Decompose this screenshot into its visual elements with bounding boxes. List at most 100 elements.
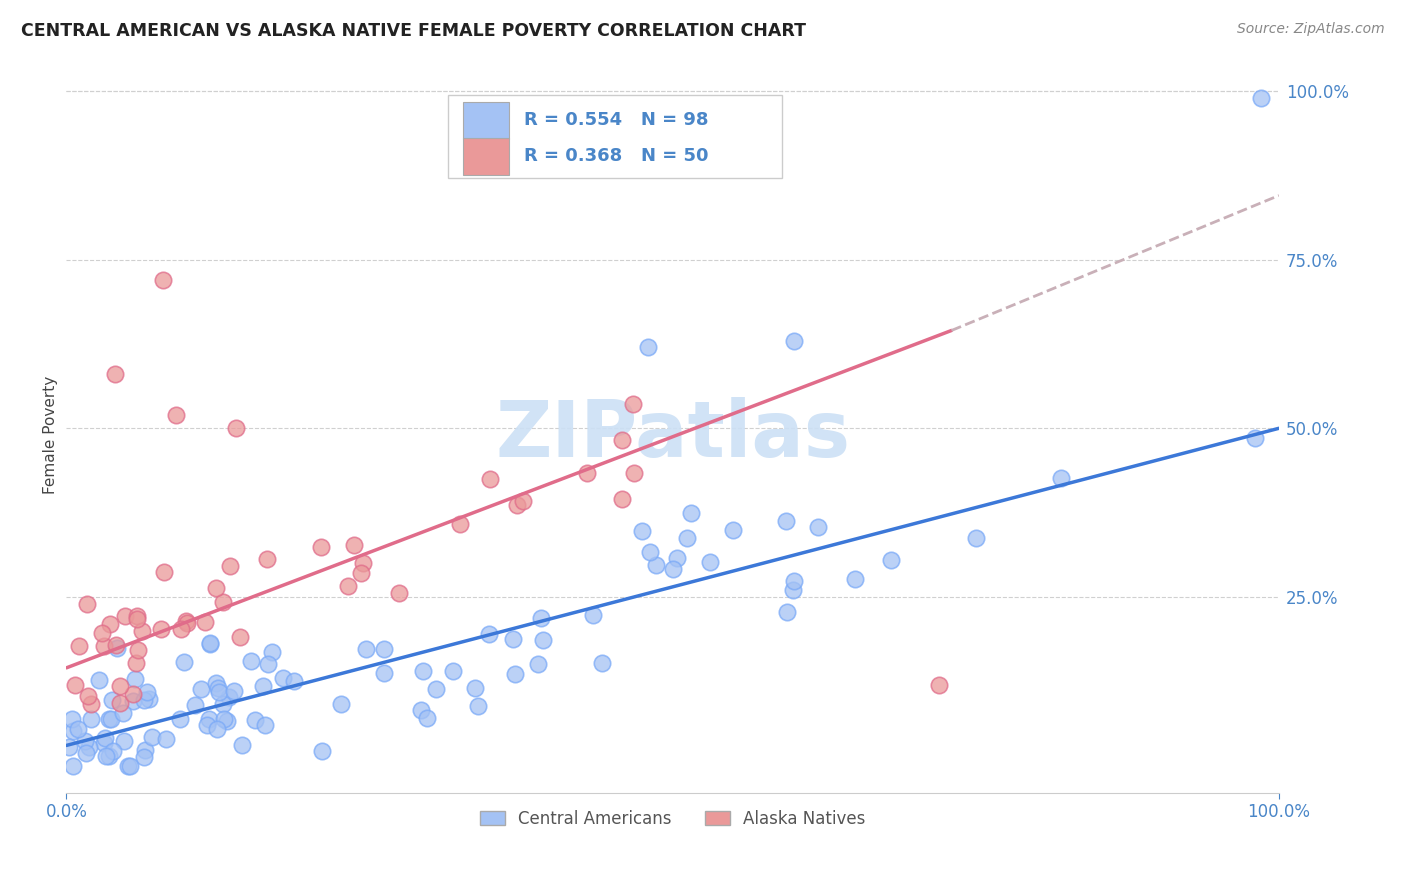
- Point: [73, 734, 96, 748]
- Point: [138, 692, 160, 706]
- Point: [125, 608, 148, 623]
- Point: [77, 739, 100, 754]
- Point: [478, 627, 501, 641]
- Point: [1250, 91, 1272, 105]
- Point: [661, 562, 683, 576]
- Point: [1243, 431, 1265, 445]
- Point: [329, 698, 352, 712]
- Point: [610, 433, 633, 447]
- Point: [262, 645, 284, 659]
- Point: [132, 693, 155, 707]
- Point: [58, 739, 80, 754]
- Point: [231, 739, 253, 753]
- Point: [141, 730, 163, 744]
- Point: [165, 408, 187, 422]
- Point: [87, 673, 110, 688]
- Point: [93, 639, 115, 653]
- Y-axis label: Female Poverty: Female Poverty: [44, 376, 58, 494]
- Point: [530, 611, 553, 625]
- Point: [676, 531, 699, 545]
- Point: [373, 665, 395, 680]
- Point: [591, 657, 613, 671]
- Point: [205, 675, 228, 690]
- Point: [637, 340, 659, 354]
- Point: [169, 712, 191, 726]
- Point: [512, 493, 534, 508]
- Point: [101, 744, 124, 758]
- Point: [354, 641, 377, 656]
- Point: [425, 681, 447, 696]
- Point: [212, 595, 235, 609]
- Point: [623, 467, 645, 481]
- Point: [98, 616, 121, 631]
- FancyBboxPatch shape: [449, 95, 782, 178]
- Point: [125, 656, 148, 670]
- Point: [343, 538, 366, 552]
- Point: [112, 706, 135, 720]
- Point: [121, 694, 143, 708]
- Point: [112, 734, 135, 748]
- Point: [132, 750, 155, 764]
- Point: [131, 624, 153, 638]
- Point: [205, 581, 228, 595]
- Point: [198, 636, 221, 650]
- Point: [449, 516, 471, 531]
- Point: [218, 690, 240, 705]
- Point: [411, 703, 433, 717]
- Point: [98, 712, 121, 726]
- Point: [93, 736, 115, 750]
- FancyBboxPatch shape: [463, 102, 509, 139]
- Point: [76, 597, 98, 611]
- Point: [527, 657, 550, 671]
- Point: [416, 711, 439, 725]
- Point: [91, 626, 114, 640]
- Point: [207, 685, 229, 699]
- Point: [107, 641, 129, 656]
- Point: [243, 713, 266, 727]
- Point: [80, 697, 103, 711]
- Point: [120, 758, 142, 772]
- Point: [388, 586, 411, 600]
- Point: [666, 550, 689, 565]
- Point: [621, 397, 644, 411]
- Point: [644, 558, 666, 573]
- Point: [638, 545, 661, 559]
- Point: [679, 506, 702, 520]
- Point: [1049, 471, 1071, 485]
- Point: [153, 565, 176, 579]
- Text: R = 0.368   N = 50: R = 0.368 N = 50: [523, 147, 709, 165]
- Point: [127, 643, 149, 657]
- Point: [77, 689, 100, 703]
- Point: [104, 638, 127, 652]
- Point: [136, 685, 159, 699]
- Point: [152, 273, 174, 287]
- Point: [880, 553, 903, 567]
- Point: [467, 698, 489, 713]
- Point: [62, 724, 84, 739]
- Point: [506, 498, 529, 512]
- Point: [503, 667, 526, 681]
- Point: [173, 655, 195, 669]
- Point: [174, 615, 197, 629]
- Point: [211, 697, 233, 711]
- Point: [225, 421, 247, 435]
- Point: [336, 579, 359, 593]
- Text: CENTRAL AMERICAN VS ALASKA NATIVE FEMALE POVERTY CORRELATION CHART: CENTRAL AMERICAN VS ALASKA NATIVE FEMALE…: [21, 22, 806, 40]
- Point: [928, 678, 950, 692]
- Point: [100, 712, 122, 726]
- Point: [195, 717, 218, 731]
- Point: [783, 574, 806, 588]
- Point: [127, 612, 149, 626]
- Point: [218, 559, 240, 574]
- Point: [775, 514, 797, 528]
- Point: [582, 607, 605, 622]
- Point: [257, 657, 280, 671]
- FancyBboxPatch shape: [463, 137, 509, 175]
- Point: [108, 679, 131, 693]
- Point: [350, 566, 373, 580]
- Point: [612, 492, 634, 507]
- Point: [479, 472, 502, 486]
- Point: [782, 582, 804, 597]
- Point: [352, 556, 374, 570]
- Point: [844, 572, 866, 586]
